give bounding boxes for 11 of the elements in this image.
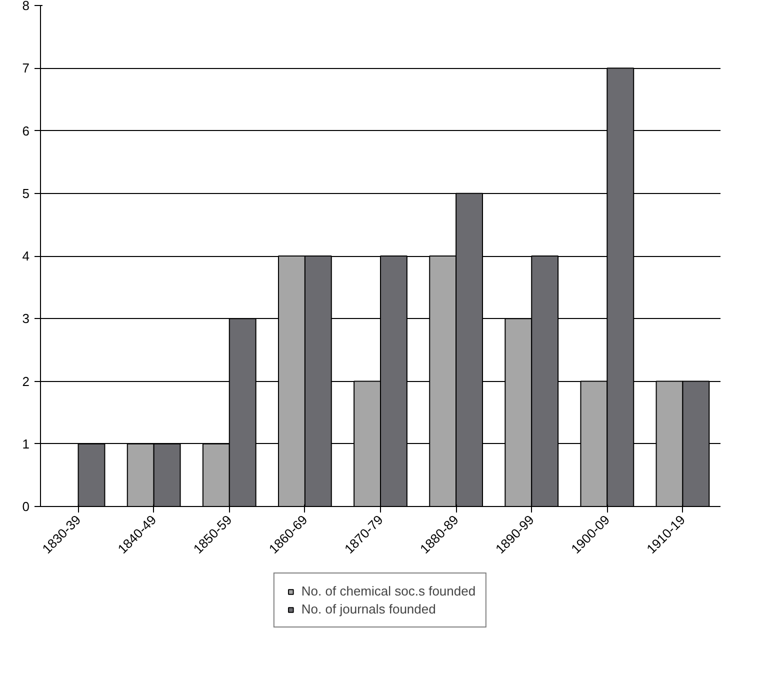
y-tick-label: 5 <box>22 186 30 201</box>
y-tick-label: 0 <box>22 499 30 514</box>
legend-label: No. of journals founded <box>301 602 436 616</box>
y-tick-label: 6 <box>22 123 30 138</box>
y-tick-label: 4 <box>22 248 30 264</box>
y-tick-label: 8 <box>22 0 30 13</box>
y-tick-label: 3 <box>22 311 30 326</box>
legend-label: No. of chemical soc.s founded <box>301 584 476 598</box>
y-tick-label: 7 <box>22 60 30 76</box>
y-tick-label: 2 <box>22 374 30 389</box>
y-tick-label: 1 <box>22 436 30 452</box>
